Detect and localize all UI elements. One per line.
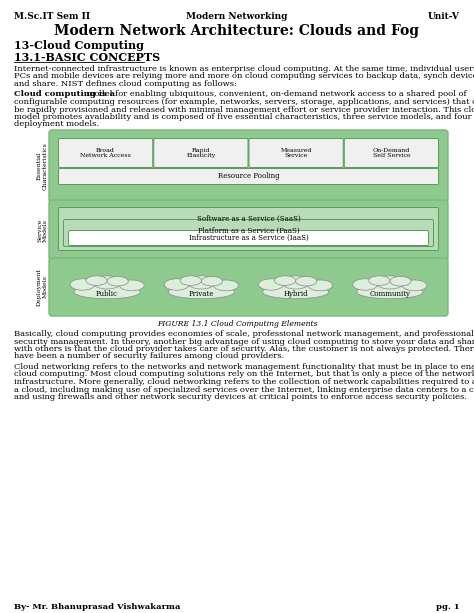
Text: Cloud computing is a: Cloud computing is a	[14, 91, 115, 99]
Text: Modern Networking: Modern Networking	[186, 12, 288, 21]
Ellipse shape	[119, 280, 144, 291]
Text: Internet-connected infrastructure is known as enterprise cloud computing. At the: Internet-connected infrastructure is kno…	[14, 65, 474, 73]
Text: Measured
Service: Measured Service	[281, 148, 312, 158]
Text: Public: Public	[96, 289, 118, 297]
Text: cloud computing. Most cloud computing solutions rely on the Internet, but that i: cloud computing. Most cloud computing so…	[14, 370, 474, 378]
Text: model promotes availability and is composed of five essential characteristics, t: model promotes availability and is compo…	[14, 113, 472, 121]
Ellipse shape	[187, 276, 216, 289]
Text: Platform as a Service (PaaS): Platform as a Service (PaaS)	[198, 227, 299, 235]
Ellipse shape	[274, 276, 296, 286]
Ellipse shape	[164, 279, 189, 290]
Text: deployment models.: deployment models.	[14, 121, 99, 129]
Text: Software as a Service (SaaS): Software as a Service (SaaS)	[197, 215, 301, 223]
FancyBboxPatch shape	[58, 169, 438, 185]
Ellipse shape	[402, 280, 427, 291]
Text: Basically, cloud computing provides economies of scale, professional network man: Basically, cloud computing provides econ…	[14, 330, 474, 338]
Text: Hybrid: Hybrid	[283, 289, 308, 297]
Text: with others is that the cloud provider takes care of security. Alas, the custome: with others is that the cloud provider t…	[14, 345, 474, 353]
Text: have been a number of security failures among cloud providers.: have been a number of security failures …	[14, 352, 284, 360]
Text: Unit-V: Unit-V	[428, 12, 460, 21]
Text: Service
Models: Service Models	[37, 218, 48, 242]
FancyBboxPatch shape	[49, 200, 448, 260]
Ellipse shape	[258, 279, 283, 290]
Ellipse shape	[390, 276, 411, 286]
Text: 13.1-BASIC CONCEPTS: 13.1-BASIC CONCEPTS	[14, 52, 160, 63]
Text: Rapid
Elasticity: Rapid Elasticity	[186, 148, 216, 158]
FancyBboxPatch shape	[249, 139, 343, 167]
Ellipse shape	[263, 285, 328, 299]
FancyBboxPatch shape	[64, 219, 434, 246]
Text: model for enabling ubiquitous, convenient, on-demand network access to a shared : model for enabling ubiquitous, convenien…	[84, 91, 466, 99]
Text: configurable computing resources (for example, networks, servers, storage, appli: configurable computing resources (for ex…	[14, 98, 474, 106]
Text: security management. In theory, another big advantage of using cloud computing t: security management. In theory, another …	[14, 338, 474, 346]
FancyBboxPatch shape	[344, 139, 438, 167]
Text: On-Demand
Self Service: On-Demand Self Service	[373, 148, 410, 158]
Ellipse shape	[107, 276, 128, 286]
Ellipse shape	[86, 276, 107, 286]
Text: infrastructure. More generally, cloud networking refers to the collection of net: infrastructure. More generally, cloud ne…	[14, 378, 474, 386]
Ellipse shape	[180, 276, 201, 286]
Text: Deployment
Models: Deployment Models	[37, 268, 48, 306]
Ellipse shape	[214, 280, 238, 291]
Text: FIGURE 13.1 Cloud Computing Elements: FIGURE 13.1 Cloud Computing Elements	[157, 320, 317, 328]
FancyBboxPatch shape	[58, 139, 153, 167]
Ellipse shape	[201, 276, 223, 286]
Text: Private: Private	[189, 289, 214, 297]
Text: PCs and mobile devices are relying more and more on cloud computing services to : PCs and mobile devices are relying more …	[14, 72, 474, 80]
Text: Cloud networking refers to the networks and network management functionality tha: Cloud networking refers to the networks …	[14, 363, 474, 371]
FancyBboxPatch shape	[69, 230, 428, 245]
Ellipse shape	[74, 285, 140, 299]
Text: Broad
Network Access: Broad Network Access	[80, 148, 131, 158]
FancyBboxPatch shape	[58, 207, 438, 251]
Text: M.Sc.IT Sem II: M.Sc.IT Sem II	[14, 12, 90, 21]
Text: Community: Community	[369, 289, 410, 297]
FancyBboxPatch shape	[49, 258, 448, 316]
Text: Resource Pooling: Resource Pooling	[218, 172, 279, 180]
Text: a cloud, including making use of specialized services over the Internet, linking: a cloud, including making use of special…	[14, 386, 474, 394]
Ellipse shape	[376, 276, 404, 289]
Text: Modern Network Architecture: Clouds and Fog: Modern Network Architecture: Clouds and …	[55, 24, 419, 38]
Ellipse shape	[357, 285, 423, 299]
Ellipse shape	[308, 280, 333, 291]
Ellipse shape	[353, 279, 377, 290]
Text: Infrastructure as a Service (IaaS): Infrastructure as a Service (IaaS)	[189, 234, 309, 242]
Text: be rapidly provisioned and released with minimal management effort or service pr: be rapidly provisioned and released with…	[14, 105, 474, 113]
Ellipse shape	[168, 285, 235, 299]
Text: pg. 1: pg. 1	[437, 603, 460, 611]
Ellipse shape	[296, 276, 317, 286]
FancyBboxPatch shape	[154, 139, 248, 167]
FancyBboxPatch shape	[49, 130, 448, 202]
Ellipse shape	[70, 279, 95, 290]
Ellipse shape	[369, 276, 390, 286]
Text: and using firewalls and other network security devices at critical points to enf: and using firewalls and other network se…	[14, 393, 467, 401]
Ellipse shape	[282, 276, 310, 289]
Text: 13-Cloud Computing: 13-Cloud Computing	[14, 40, 144, 51]
Ellipse shape	[93, 276, 121, 289]
Text: and share. NIST defines cloud computing as follows:: and share. NIST defines cloud computing …	[14, 80, 237, 88]
Text: By- Mr. Bhanuprasad Vishwakarma: By- Mr. Bhanuprasad Vishwakarma	[14, 603, 181, 611]
Text: Essential
Characteristics: Essential Characteristics	[37, 142, 48, 190]
